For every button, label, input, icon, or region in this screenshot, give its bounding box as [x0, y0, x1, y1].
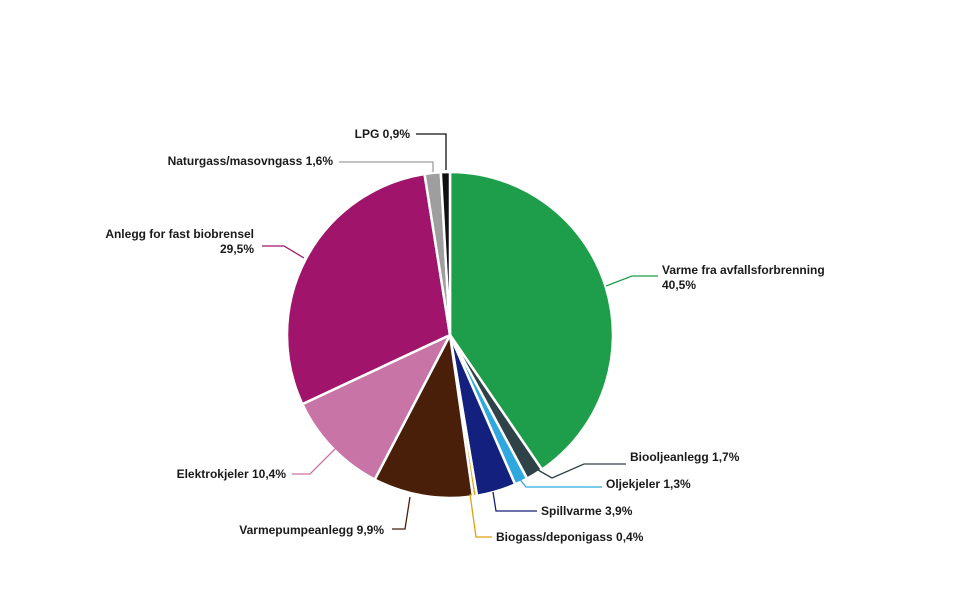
slice-label-8: Anlegg for fast biobrensel 29,5% [105, 227, 254, 256]
slice-label-name: Biooljeanlegg [630, 450, 712, 464]
slice-labels: Varme fra avfallsforbrenning 40,5% Bioolje… [105, 127, 824, 544]
leader-line-5 [469, 493, 492, 538]
leader-line-2 [537, 463, 626, 479]
slice-label-value: 29,5% [220, 242, 254, 256]
leader-line-6 [392, 496, 411, 530]
pie-slice-1 [448, 170, 615, 471]
slice-label-value: 0,9% [383, 127, 411, 141]
slice-label-5: Biogass/deponigass 0,4% [496, 530, 644, 544]
slice-label-name: Naturgass/masovngass [168, 154, 306, 168]
slice-label-value: 9,9% [357, 523, 385, 537]
pie-slice-6 [373, 333, 475, 500]
slice-label-name: Spillvarme [541, 504, 605, 518]
slice-label-value: 0,4% [616, 530, 644, 544]
slice-label-value: 1,6% [306, 154, 334, 168]
slice-label-3: Oljekjeler 1,3% [606, 477, 691, 491]
slice-label-name: Oljekjeler [606, 477, 663, 491]
pie-slice-8 [285, 172, 452, 406]
slice-label-7: Elektrokjeler 10,4% [177, 467, 287, 481]
slice-label-value: 1,7% [712, 450, 740, 464]
slice-label-name: Varme fra avfallsforbrenning [662, 263, 825, 277]
slice-label-name: Varmepumpeanlegg [239, 523, 356, 537]
leader-line-8 [262, 245, 305, 259]
slice-label-2: Biooljeanlegg 1,7% [630, 450, 740, 464]
leader-line-10 [416, 133, 447, 170]
slice-label-value: 1,3% [663, 477, 691, 491]
slice-label-value: 40,5% [662, 278, 696, 292]
slice-label-6: Varmepumpeanlegg 9,9% [239, 523, 384, 537]
slice-label-name: Anlegg for fast biobrensel [105, 227, 254, 241]
slice-label-name: Elektrokjeler [177, 467, 252, 481]
slice-label-name: Biogass/deponigass [496, 530, 616, 544]
slice-label-1: Varme fra avfallsforbrenning 40,5% [662, 263, 825, 292]
slice-label-name: LPG [355, 127, 383, 141]
slice-label-10: LPG 0,9% [355, 127, 411, 141]
slice-label-value: 3,9% [605, 504, 633, 518]
pie-slice-7 [301, 333, 452, 481]
leader-line-7 [292, 447, 337, 475]
leader-line-9 [339, 161, 434, 172]
leader-line-4 [492, 491, 537, 512]
leader-line-1 [605, 275, 658, 287]
pie-slices [285, 170, 615, 500]
leader-lines [262, 133, 658, 538]
slice-label-4: Spillvarme 3,9% [541, 504, 633, 518]
pie-slice-10 [439, 170, 452, 337]
slice-label-value: 10,4% [252, 467, 286, 481]
leader-line-3 [517, 476, 602, 488]
slice-label-9: Naturgass/masovngass 1,6% [168, 154, 334, 168]
